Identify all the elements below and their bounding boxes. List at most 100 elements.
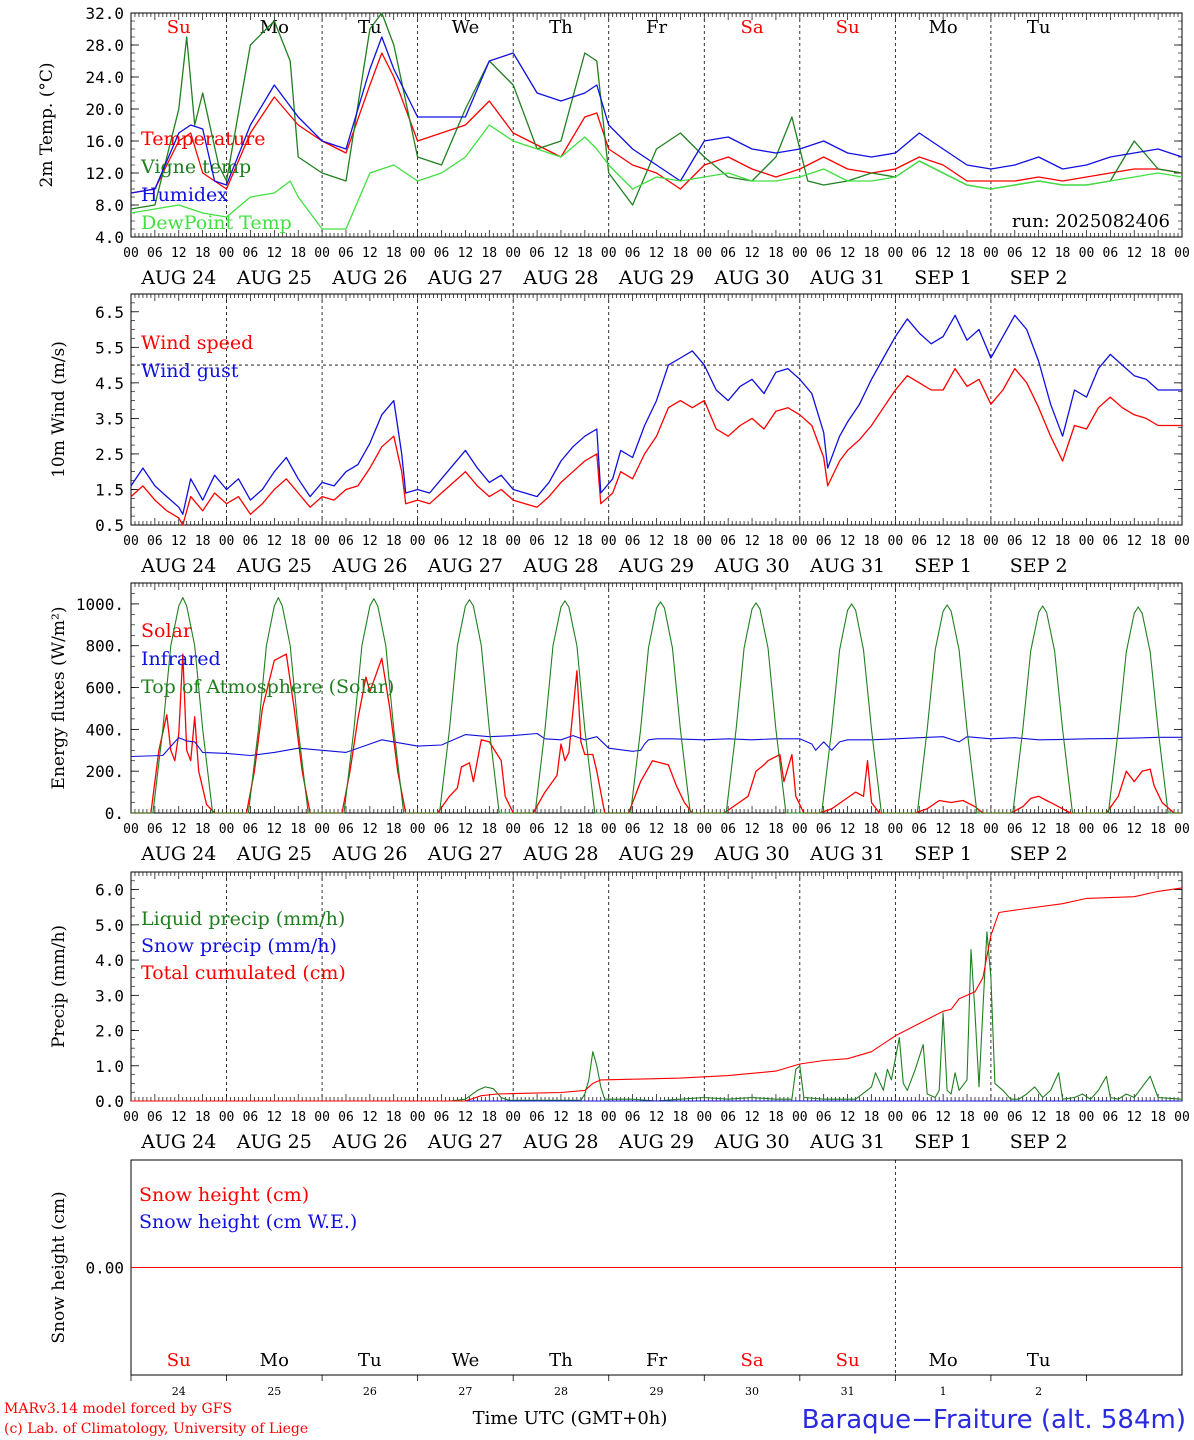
x-tick-label: 12 — [1126, 1110, 1142, 1125]
day-label: AUG 30 — [713, 1131, 789, 1153]
y-axis-label: Snow height (cm) — [49, 1191, 69, 1343]
x-tick-label: 12 — [171, 1110, 187, 1125]
day-label: AUG 26 — [331, 843, 407, 865]
x-tick-label: 12 — [1031, 534, 1047, 549]
footer-model: MARv3.14 model forced by GFS — [4, 1401, 232, 1417]
x-tick-label: 12 — [649, 246, 665, 261]
day-label: AUG 26 — [331, 1131, 407, 1153]
x-tick-label: 06 — [625, 822, 641, 837]
x-tick-label: 12 — [935, 534, 951, 549]
y-tick-label: 12.0 — [85, 164, 124, 183]
x-tick-label: 12 — [649, 822, 665, 837]
y-tick-label: 2.0 — [95, 1022, 124, 1041]
x-tick-label: 06 — [243, 1110, 259, 1125]
weekday-label: Th — [549, 17, 573, 38]
x-tick-label: 18 — [768, 1110, 784, 1125]
x-tick-label: 06 — [625, 246, 641, 261]
x-tick-label: 06 — [338, 246, 354, 261]
day-label: SEP 1 — [914, 843, 972, 865]
weekday-label: Tu — [1027, 17, 1051, 38]
x-tick-label: 00 — [410, 246, 426, 261]
x-tick-label: 12 — [840, 534, 856, 549]
series-line-4-3 — [131, 887, 1183, 1102]
day-label: AUG 30 — [713, 267, 789, 289]
day-label: AUG 25 — [236, 843, 312, 865]
x-tick-label: 06 — [529, 1110, 545, 1125]
weekday-label: Su — [836, 1350, 860, 1371]
x-tick-label: 06 — [434, 246, 450, 261]
x-tick-label: 00 — [123, 246, 139, 261]
x-tick-label: 18 — [673, 246, 689, 261]
x-tick-label: 18 — [864, 1110, 880, 1125]
weekday-label: Sa — [741, 17, 764, 38]
y-axis-label: 10m Wind (m/s) — [49, 341, 69, 478]
legend-entry: Total cumulated (cm) — [141, 962, 346, 984]
weekday-label: Fr — [646, 1350, 667, 1371]
x-tick-label: 12 — [1031, 246, 1047, 261]
day-label: SEP 1 — [914, 1131, 972, 1153]
x-tick-label: 06 — [147, 1110, 163, 1125]
x-tick-label: 18 — [673, 1110, 689, 1125]
y-tick-label: 5.0 — [95, 916, 124, 935]
legend-entry: Wind gust — [141, 360, 239, 382]
x-tick-label: 06 — [625, 534, 641, 549]
weekday-label: Tu — [1027, 1350, 1051, 1371]
y-axis-label: Precip (mm/h) — [49, 925, 69, 1048]
x-tick-label: 00 — [410, 534, 426, 549]
day-label: SEP 1 — [914, 267, 972, 289]
weekday-label: Tu — [358, 17, 382, 38]
panel-1: 00 06 12 18 00 06 12 18 00 06 12 18 00 06 12 18 00 06 12 18… — [37, 4, 1190, 289]
x-tick-label: 00 — [1174, 534, 1190, 549]
x-tick-label: 00 — [792, 1110, 808, 1125]
x-tick-label: 12 — [840, 246, 856, 261]
x-tick-label: 18 — [864, 822, 880, 837]
day-label: AUG 31 — [809, 267, 885, 289]
x-tick-label: 00 — [314, 246, 330, 261]
series-line-3-3 — [131, 597, 1182, 814]
x-tick-label: 06 — [911, 246, 927, 261]
x-tick-label: 18 — [959, 822, 975, 837]
x-tick-label: 00 — [505, 822, 521, 837]
y-axis-label: 2m Temp. (°C) — [37, 62, 57, 187]
x-tick-label: 00 — [410, 822, 426, 837]
panel-5: Su Mo Tu We Th Fr Sa Su Mo Tu 24 25 26 27 28 29 30 31 1 2 0.… — [49, 1159, 1183, 1398]
x-tick-label: 12 — [553, 822, 569, 837]
x-tick-label: 18 — [577, 534, 593, 549]
x-tick-label: 06 — [1103, 1110, 1119, 1125]
day-label: AUG 29 — [618, 267, 694, 289]
legend-entry: Snow height (cm W.E.) — [139, 1211, 357, 1233]
x-tick-label: 06 — [816, 534, 832, 549]
x-tick-label: 06 — [911, 822, 927, 837]
x-tick-label: 18 — [481, 534, 497, 549]
day-number-label: 24 — [172, 1385, 186, 1398]
x-tick-label: 00 — [792, 822, 808, 837]
legend-entry: Wind speed — [141, 332, 253, 354]
x-tick-label: 00 — [505, 1110, 521, 1125]
x-tick-label: 06 — [243, 534, 259, 549]
weekday-label: Th — [549, 1350, 573, 1371]
x-tick-label: 12 — [1126, 822, 1142, 837]
series-line-1-4 — [130, 124, 1183, 230]
x-tick-label: 18 — [864, 534, 880, 549]
x-tick-label: 06 — [147, 534, 163, 549]
x-tick-label: 18 — [195, 534, 211, 549]
y-tick-label: 2.5 — [95, 445, 124, 464]
x-tick-label: 18 — [195, 246, 211, 261]
x-tick-label: 00 — [1174, 246, 1190, 261]
x-tick-label: 06 — [434, 534, 450, 549]
x-tick-label: 06 — [1103, 246, 1119, 261]
day-label: AUG 30 — [713, 555, 789, 577]
y-tick-label: 3.5 — [95, 409, 124, 428]
x-tick-label: 06 — [816, 1110, 832, 1125]
y-tick-label: 200. — [85, 762, 124, 781]
x-tick-label: 00 — [601, 822, 617, 837]
x-tick-label: 18 — [1150, 1110, 1166, 1125]
weekday-label: Sa — [741, 1350, 764, 1371]
plot-frame — [130, 293, 1183, 526]
x-tick-label: 12 — [744, 534, 760, 549]
plot-frame — [130, 871, 1183, 1102]
x-tick-label: 00 — [792, 534, 808, 549]
x-tick-label: 12 — [266, 534, 282, 549]
day-label: AUG 28 — [522, 1131, 598, 1153]
x-tick-label: 12 — [458, 246, 474, 261]
